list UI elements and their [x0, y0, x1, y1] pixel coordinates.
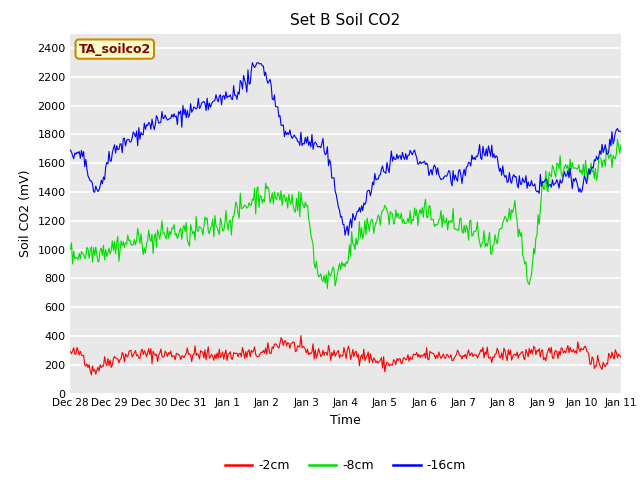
Text: TA_soilco2: TA_soilco2	[79, 43, 151, 56]
Y-axis label: Soil CO2 (mV): Soil CO2 (mV)	[19, 170, 32, 257]
X-axis label: Time: Time	[330, 414, 361, 427]
Title: Set B Soil CO2: Set B Soil CO2	[291, 13, 401, 28]
Legend: -2cm, -8cm, -16cm: -2cm, -8cm, -16cm	[220, 455, 471, 477]
